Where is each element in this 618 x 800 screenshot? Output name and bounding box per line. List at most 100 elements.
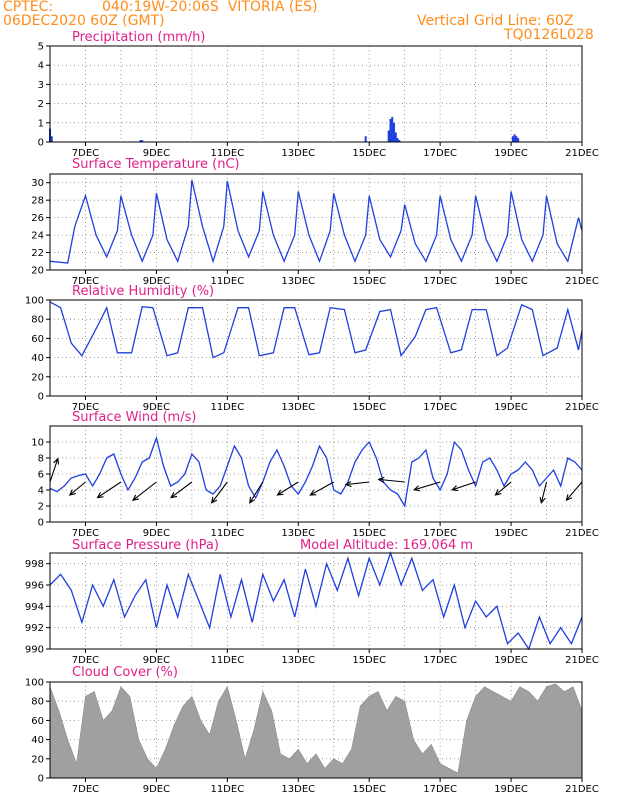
- header-grid-note: Vertical Grid Line: 60Z: [417, 13, 574, 29]
- panel-frame: [49, 681, 583, 779]
- header-location: 040:19W-20:06S VITORIA (ES): [102, 0, 318, 15]
- y-tick-label: 5: [38, 42, 44, 53]
- panel-frame: [49, 45, 583, 143]
- precip-bar: [364, 136, 367, 142]
- panel-title: Cloud Cover (%): [72, 665, 178, 680]
- x-tick-label: 9DEC: [143, 402, 170, 413]
- x-tick-label: 19DEC: [494, 784, 528, 795]
- y-tick-label: 80: [31, 315, 44, 326]
- wind-arrow-head: [276, 489, 284, 496]
- x-tick-label: 17DEC: [423, 655, 457, 666]
- x-tick-label: 21DEC: [565, 276, 599, 287]
- wind-arrow: [413, 481, 441, 491]
- panel-annotation: Model Altitude: 169.064 m: [300, 538, 473, 553]
- y-tick-label: 60: [31, 334, 44, 345]
- wind-arrow-head: [494, 489, 502, 496]
- series-line: [49, 435, 583, 508]
- precip-bar: [511, 136, 514, 142]
- y-tick-label: 0: [38, 518, 44, 529]
- panel-title: Surface Wind (m/s): [72, 410, 196, 425]
- wind-arrow-head: [309, 489, 317, 496]
- y-tick-label: 100: [25, 296, 44, 307]
- x-tick-label: 11DEC: [210, 528, 244, 539]
- series-line: [49, 301, 583, 359]
- x-tick-label: 21DEC: [565, 655, 599, 666]
- x-tick-label: 13DEC: [281, 148, 315, 159]
- wind-arrow-head: [96, 492, 104, 499]
- x-tick-label: 13DEC: [281, 528, 315, 539]
- y-tick-label: 6: [38, 470, 44, 481]
- y-tick-label: 2: [38, 99, 44, 110]
- x-tick-label: 13DEC: [281, 402, 315, 413]
- x-tick-label: 13DEC: [281, 784, 315, 795]
- y-tick-label: 40: [31, 735, 44, 746]
- y-tick-label: 26: [31, 213, 44, 224]
- x-tick-label: 19DEC: [494, 402, 528, 413]
- wind-arrow: [97, 481, 122, 499]
- wind-arrow: [49, 458, 59, 483]
- precip-bar: [393, 122, 396, 142]
- y-tick-label: 992: [25, 623, 44, 634]
- y-tick-label: 60: [31, 716, 44, 727]
- x-tick-label: 15DEC: [352, 655, 386, 666]
- x-tick-label: 15DEC: [352, 528, 386, 539]
- precip-bar: [394, 132, 397, 142]
- wind-arrow: [540, 481, 548, 503]
- y-tick-label: 10: [31, 438, 44, 449]
- panel-title: Precipitation (mm/h): [72, 30, 205, 45]
- wind-arrow-head: [539, 496, 546, 505]
- precip-bar: [513, 134, 516, 142]
- wind-arrow-head: [377, 476, 385, 484]
- wind-arrow-head: [68, 489, 76, 496]
- panel-frame: [49, 552, 583, 650]
- x-tick-label: 15DEC: [352, 276, 386, 287]
- x-tick-label: 19DEC: [494, 655, 528, 666]
- wind-arrow-head: [344, 480, 352, 488]
- x-tick-label: 11DEC: [210, 148, 244, 159]
- x-tick-label: 17DEC: [423, 148, 457, 159]
- x-tick-label: 15DEC: [352, 148, 386, 159]
- x-tick-label: 11DEC: [210, 655, 244, 666]
- y-tick-label: 0: [38, 774, 44, 785]
- wind-arrow-head: [53, 457, 60, 465]
- x-tick-label: 19DEC: [494, 148, 528, 159]
- y-tick-label: 998: [25, 559, 44, 570]
- x-tick-label: 9DEC: [143, 148, 170, 159]
- x-tick-label: 9DEC: [143, 276, 170, 287]
- wind-arrow-head: [249, 496, 256, 504]
- y-tick-label: 22: [31, 248, 44, 259]
- series-line: [49, 550, 583, 651]
- y-tick-label: 4: [38, 61, 44, 72]
- x-tick-label: 7DEC: [72, 276, 99, 287]
- y-tick-label: 4: [38, 486, 44, 497]
- series-line: [49, 179, 583, 264]
- y-tick-label: 20: [31, 372, 44, 383]
- wind-arrow: [211, 481, 228, 504]
- header-run: 06DEC2020 60Z (GMT): [3, 13, 165, 29]
- y-tick-label: 996: [25, 581, 44, 592]
- precip-bar: [50, 136, 53, 142]
- wind-arrow: [310, 481, 335, 496]
- y-tick-label: 40: [31, 353, 44, 364]
- wind-arrow: [565, 481, 583, 501]
- x-tick-label: 21DEC: [565, 402, 599, 413]
- x-tick-label: 17DEC: [423, 784, 457, 795]
- x-tick-label: 19DEC: [494, 276, 528, 287]
- x-tick-label: 17DEC: [423, 402, 457, 413]
- y-tick-label: 1: [38, 118, 44, 129]
- y-tick-label: 0: [38, 392, 44, 403]
- precip-bar: [398, 140, 401, 142]
- wind-arrow-head: [132, 494, 139, 501]
- y-tick-label: 3: [38, 80, 44, 91]
- precip-bar: [139, 140, 142, 142]
- precip-bar: [515, 136, 518, 142]
- x-tick-label: 21DEC: [565, 784, 599, 795]
- wind-arrow: [69, 481, 86, 496]
- precip-bar: [517, 138, 520, 142]
- wind-arrow: [345, 481, 370, 486]
- wind-arrow-head: [565, 494, 573, 502]
- header-code: TQ0126L028: [504, 27, 594, 43]
- wind-arrow-head: [412, 485, 421, 492]
- panel-title: Relative Humidity (%): [72, 284, 214, 299]
